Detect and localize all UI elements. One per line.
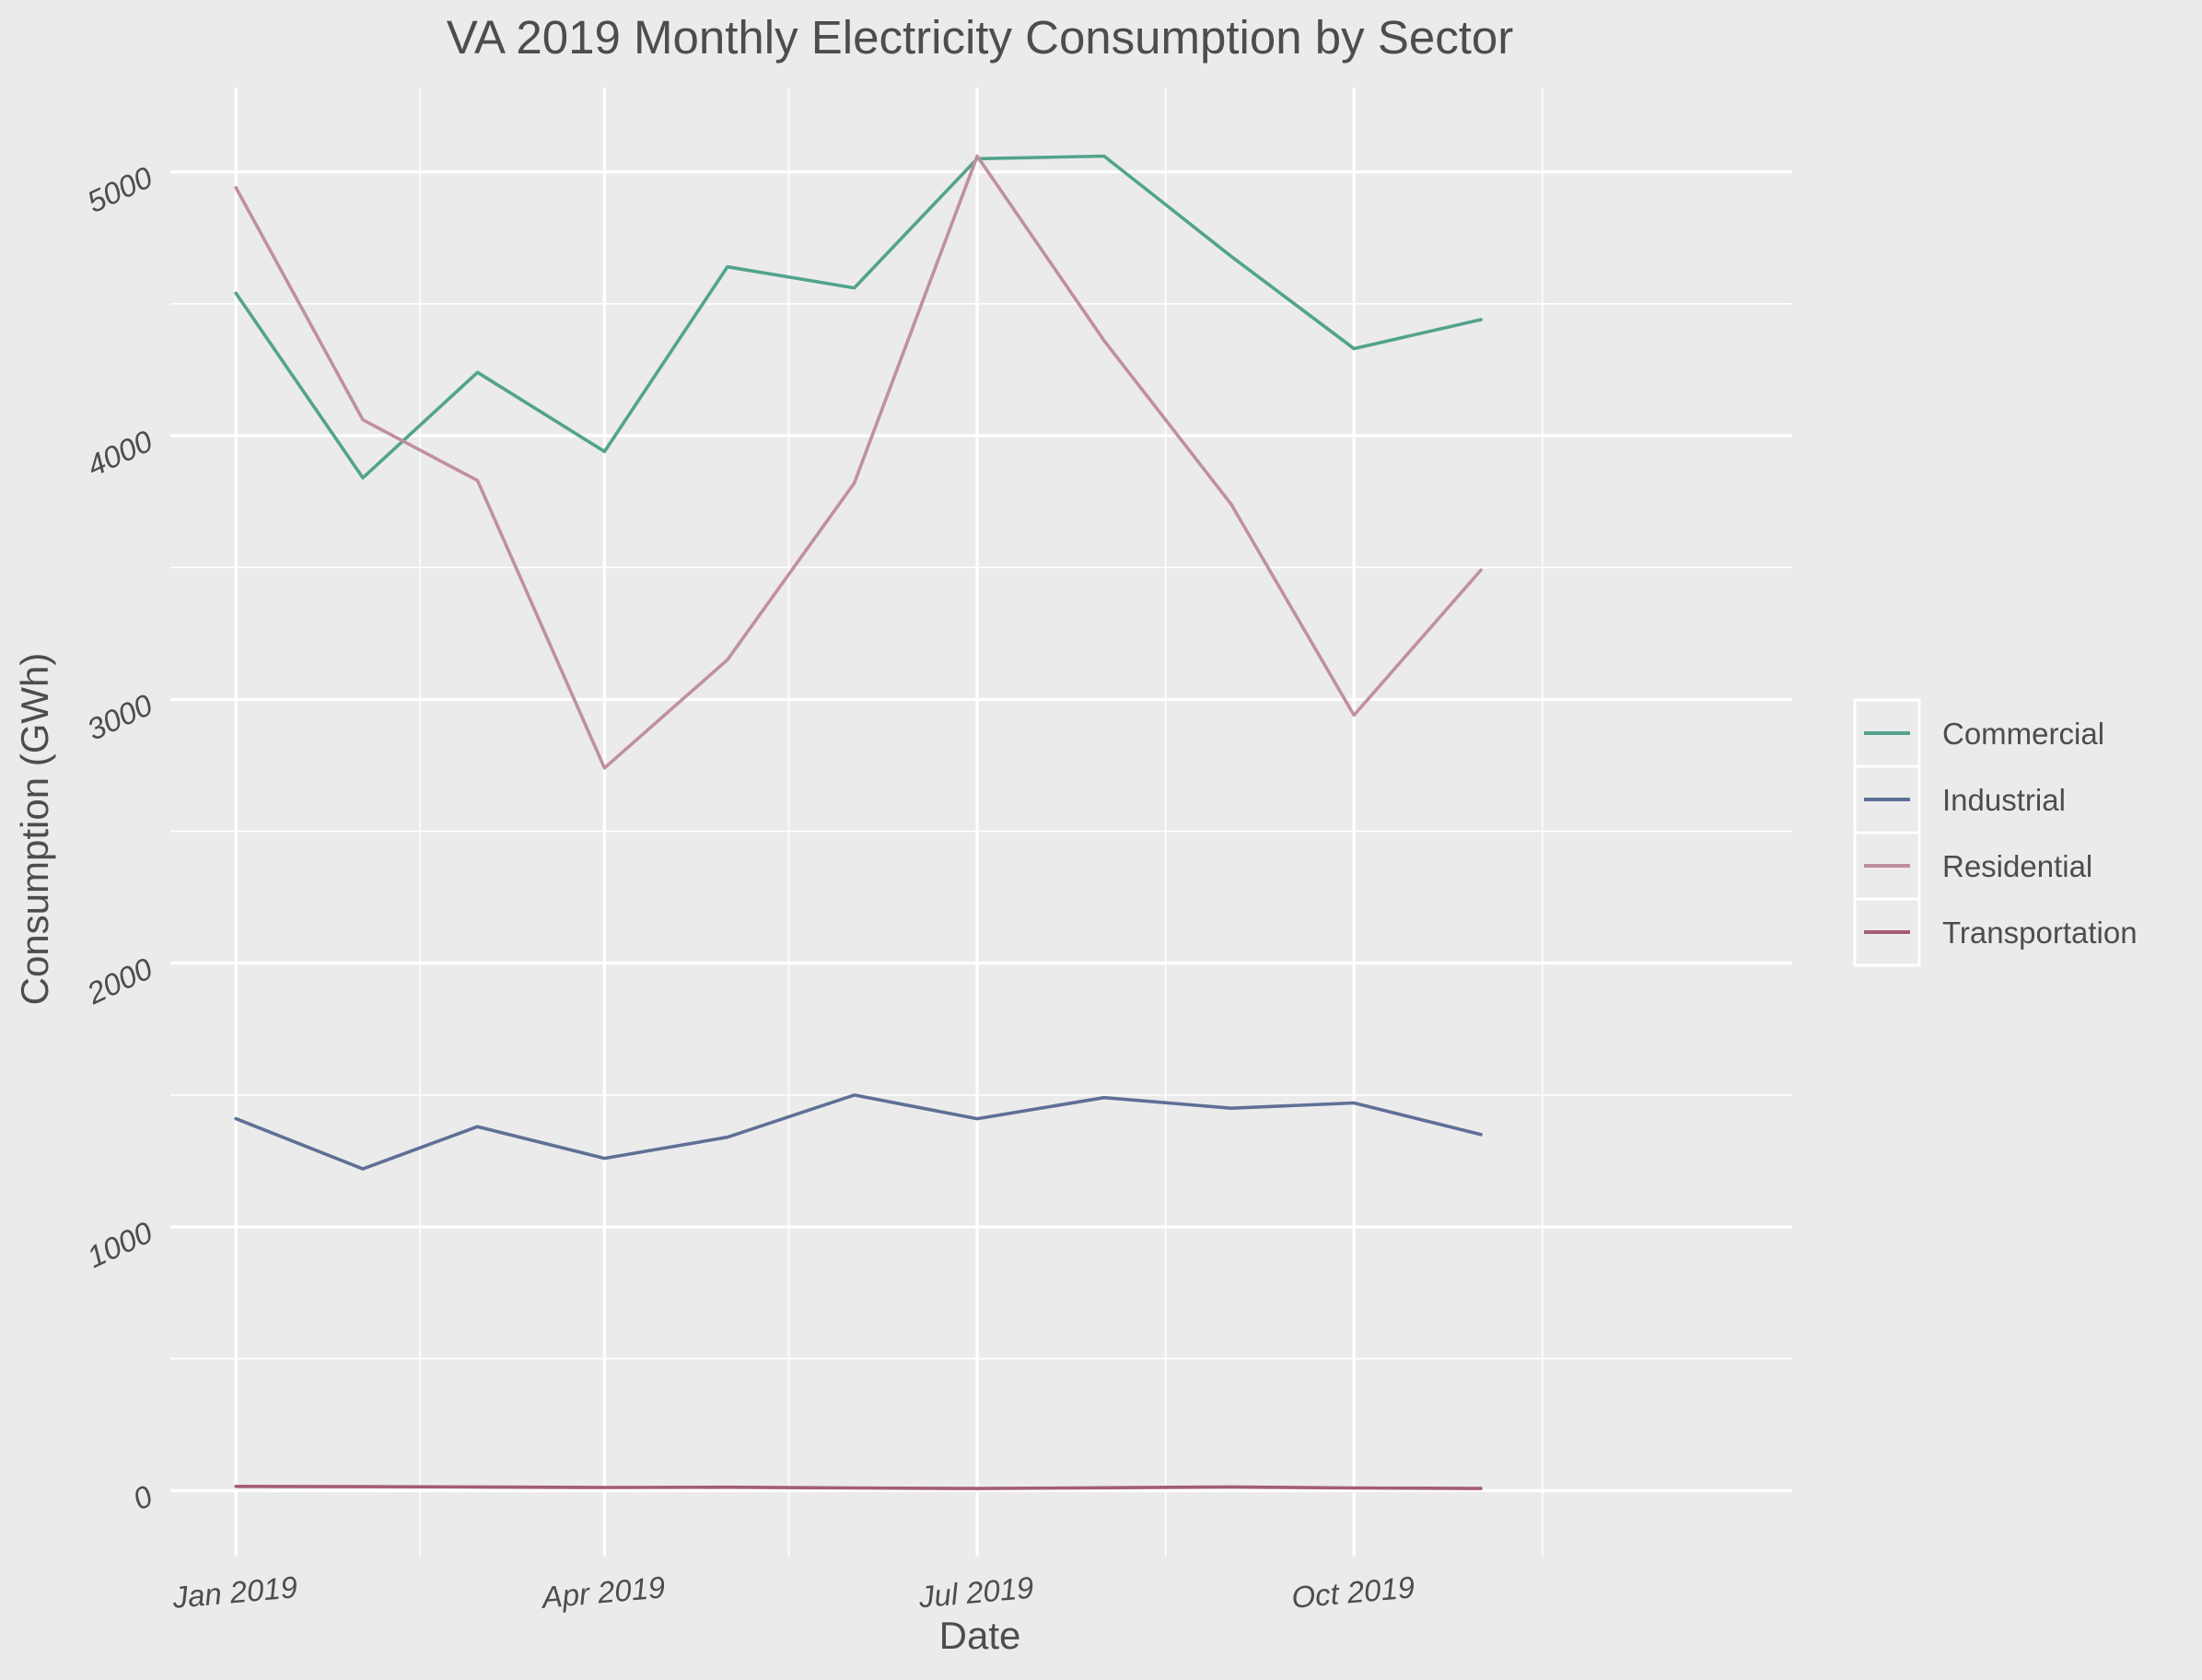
x-tick-label: Apr 2019 [539, 1569, 667, 1615]
series-line-transportation [234, 1485, 1483, 1490]
grid [170, 88, 1792, 1557]
y-tick-label: 5000 [82, 159, 158, 219]
x-tick-label: Jan 2019 [170, 1569, 299, 1615]
series-lines [234, 154, 1483, 1490]
y-tick-label: 4000 [82, 424, 158, 484]
legend-label: Industrial [1942, 783, 2066, 817]
x-axis-title: Date [939, 1614, 1021, 1657]
legend: Commercial Industrial Residential Transport… [1853, 698, 2138, 967]
legend-label: Commercial [1942, 717, 2104, 751]
y-axis-ticks: 0 1000 2000 3000 4000 5000 [81, 159, 158, 1516]
y-tick-label: 3000 [82, 687, 158, 747]
chart-title: VA 2019 Monthly Electricity Consumption … [447, 11, 1513, 64]
x-tick-label: Oct 2019 [1290, 1569, 1416, 1615]
y-axis-title: Consumption (GWh) [13, 653, 56, 1006]
y-tick-label: 1000 [82, 1215, 158, 1275]
y-tick-label: 2000 [81, 951, 158, 1010]
series-line-residential [234, 154, 1483, 770]
series-line-industrial [234, 1093, 1483, 1171]
x-tick-label: Jul 2019 [916, 1570, 1035, 1615]
x-axis-ticks: Jan 2019 Apr 2019 Jul 2019 Oct 2019 [170, 1569, 1416, 1615]
legend-label: Transportation [1942, 916, 2138, 950]
series-line-commercial [234, 154, 1483, 480]
y-tick-label: 0 [128, 1478, 158, 1517]
legend-label: Residential [1942, 849, 2092, 883]
